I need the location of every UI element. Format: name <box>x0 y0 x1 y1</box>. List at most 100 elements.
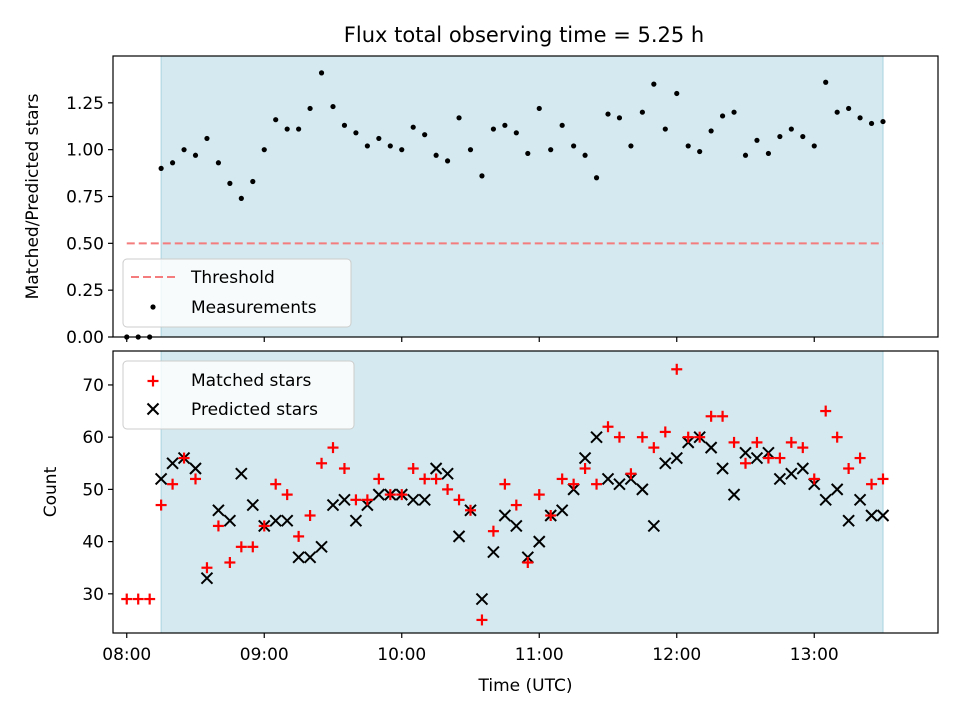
measurement-point <box>479 173 485 179</box>
predicted-star-point <box>326 498 340 512</box>
x-axis-label: Time (UTC) <box>478 676 573 696</box>
matched-star-point <box>556 473 568 485</box>
x-marker-stroke <box>555 504 569 517</box>
predicted-star-point <box>853 493 867 507</box>
matched-star-point <box>453 494 465 506</box>
matched-star-point <box>636 431 648 443</box>
matched-star-point <box>591 478 603 490</box>
predicted-star-point <box>578 451 592 465</box>
measurement-point <box>754 137 760 143</box>
measurement-point <box>158 165 164 171</box>
matched-star-point <box>235 541 247 553</box>
top-ytick-label: 0.25 <box>66 281 104 301</box>
matched-star-point <box>316 457 328 469</box>
bottom-y-axis-label: Count <box>41 466 61 517</box>
matched-star-point <box>740 457 751 469</box>
matched-star-point <box>705 410 717 422</box>
matched-star-point <box>682 431 694 443</box>
measurement-point <box>559 122 565 128</box>
measurement-point <box>330 103 336 110</box>
predicted-star-point <box>773 472 787 486</box>
x-marker-stroke <box>315 540 328 554</box>
x-marker-stroke <box>189 462 202 475</box>
matched-star-point <box>487 525 499 537</box>
matched-star-point <box>270 478 282 490</box>
top-panel: 0.00 0.25 0.50 0.75 1.00 1.25 Threshold Measur… <box>66 55 939 348</box>
matched-star-point <box>545 510 557 521</box>
matched-star-point <box>659 426 671 438</box>
measurement-point <box>284 126 290 132</box>
matched-star-point <box>247 541 259 553</box>
x-marker-stroke <box>280 514 294 527</box>
x-marker-stroke <box>578 451 592 465</box>
legend-box <box>122 360 355 430</box>
predicted-star-point <box>830 483 844 496</box>
measurement-point <box>525 150 531 157</box>
x-marker-stroke <box>796 462 810 475</box>
matched-star-point <box>568 478 580 490</box>
measurement-point <box>169 160 176 166</box>
matched-star-point <box>132 593 144 605</box>
x-marker-stroke <box>487 545 500 559</box>
bot-ytick-label: 50 <box>82 480 104 500</box>
matched-star-point <box>350 494 362 506</box>
measurement-point <box>582 152 588 158</box>
measurement-point <box>651 81 657 87</box>
legend-matched-label: Matched stars <box>191 371 311 391</box>
measurement-point <box>410 124 416 130</box>
predicted-star-point <box>475 592 489 606</box>
measurement-point <box>422 132 428 138</box>
matched-star-point <box>717 410 729 422</box>
matched-star-point <box>281 489 293 501</box>
predicted-star-point <box>487 545 500 559</box>
predicted-star-point <box>429 462 443 475</box>
measurement-point <box>467 147 474 153</box>
measurement-point <box>204 135 210 142</box>
matched-star-point <box>190 473 201 485</box>
matched-star-point <box>396 489 408 501</box>
predicted-star-point <box>601 472 615 486</box>
top-legend: Threshold Measurements <box>122 258 352 328</box>
bot-ytick-label: 30 <box>82 585 104 605</box>
bot-axes-frame <box>112 350 939 634</box>
predicted-star-point <box>166 457 179 470</box>
matched-star-point <box>877 473 889 485</box>
matched-star-point <box>338 463 350 474</box>
matched-star-point <box>751 436 763 448</box>
measurement-point <box>628 143 634 149</box>
x-marker-stroke <box>876 509 890 522</box>
predicted-star-point <box>315 540 328 554</box>
x-marker-stroke <box>418 493 431 507</box>
chart-title: Flux total observing time = 5.25 h <box>344 23 704 47</box>
x-marker-stroke <box>406 493 420 507</box>
matched-star-point <box>304 510 316 521</box>
x-marker-stroke <box>819 493 832 507</box>
x-marker-stroke <box>235 467 248 480</box>
x-marker-stroke <box>146 402 160 416</box>
measurement-point <box>823 79 829 85</box>
measurement-point <box>719 113 726 119</box>
predicted-star-point <box>498 509 512 522</box>
measurement-point <box>685 143 691 149</box>
matched-star-point <box>327 442 339 454</box>
matched-star-point <box>407 463 419 474</box>
measurement-point <box>433 152 439 158</box>
measurement-point <box>387 143 393 149</box>
x-marker-stroke <box>349 514 363 527</box>
matched-star-point <box>808 473 820 485</box>
legend-measurement-swatch <box>150 304 156 310</box>
predicted-star-point <box>785 467 798 480</box>
legend-measurement-label: Measurements <box>191 298 317 318</box>
measurement-point <box>364 143 370 149</box>
predicted-star-point <box>338 493 351 507</box>
x-marker-stroke <box>475 592 489 606</box>
x-marker-stroke <box>716 462 729 475</box>
x-marker-stroke <box>727 488 741 501</box>
predicted-star-point <box>670 451 683 465</box>
legend-threshold-label: Threshold <box>190 268 275 288</box>
matched-star-point <box>476 614 488 626</box>
measurement-point <box>490 126 497 132</box>
predicted-star-point <box>842 514 855 527</box>
x-marker-stroke <box>441 467 454 480</box>
measurement-point <box>192 152 199 158</box>
